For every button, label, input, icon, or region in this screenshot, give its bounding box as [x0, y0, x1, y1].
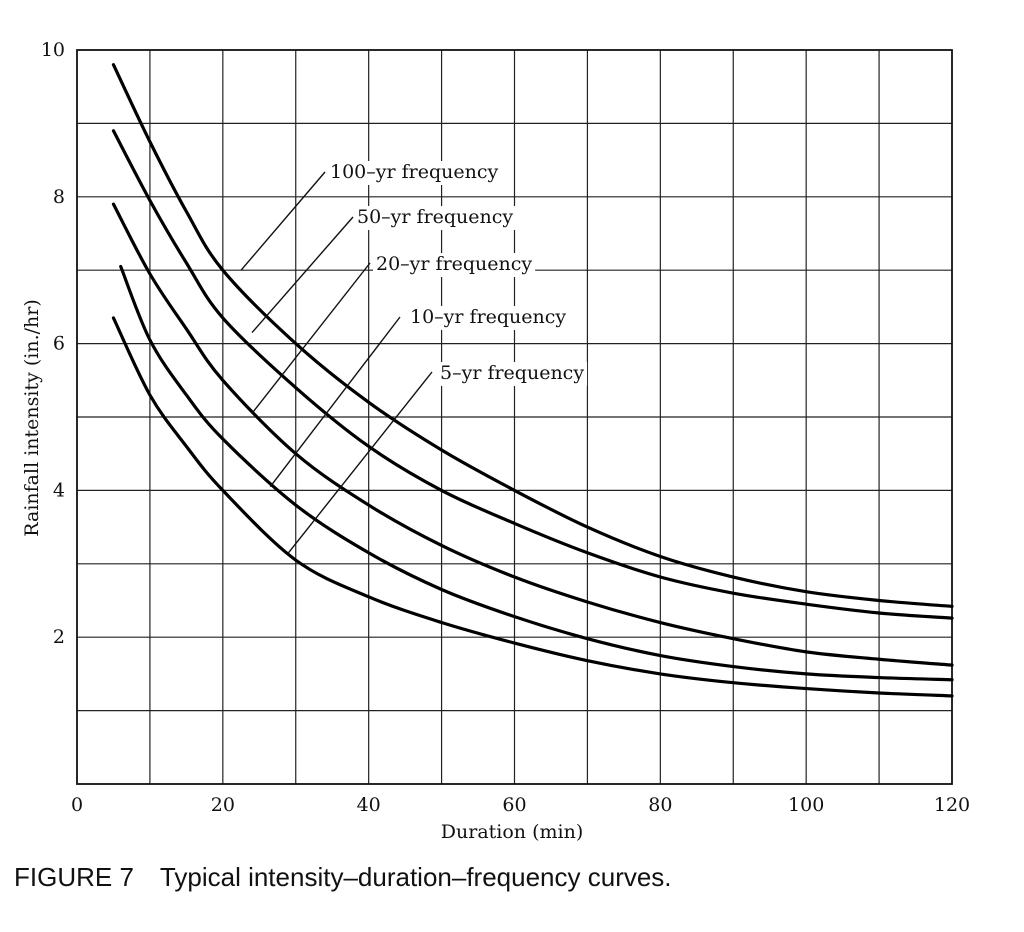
x-tick-label: 120: [934, 794, 970, 816]
curves: [111, 63, 954, 698]
y-axis-label: Rainfall intensity (in./hr): [21, 299, 43, 537]
series-line: [111, 129, 954, 620]
series-label: 10–yr frequency: [410, 306, 566, 328]
series-label-background: [354, 206, 517, 230]
series-line: [111, 316, 954, 698]
x-tick-label: 0: [71, 794, 83, 816]
y-tick-label: 4: [53, 479, 65, 501]
series-line: [111, 202, 954, 667]
series-label: 5–yr frequency: [440, 362, 584, 384]
series-label: 100–yr frequency: [330, 161, 499, 183]
leader-line: [240, 171, 326, 271]
y-tick-label: 2: [53, 626, 65, 648]
series-line: [119, 264, 954, 682]
figure-caption: FIGURE 7 Typical intensity–duration–frequ…: [14, 862, 672, 893]
series-label-background: [373, 253, 536, 277]
series-label-background: [407, 306, 570, 330]
x-axis-label: Duration (min): [441, 821, 583, 843]
x-tick-label: 80: [648, 794, 672, 816]
series-label: 50–yr frequency: [357, 206, 513, 228]
plot-frame: [76, 49, 953, 785]
y-tick-label: 10: [41, 39, 65, 61]
leader-line: [251, 262, 371, 414]
x-tick-label: 60: [502, 794, 526, 816]
figure-caption-text: Typical intensity–duration–frequency cur…: [159, 862, 672, 892]
tick-labels: 0 20 40 60 80 100 120 2 4 6 8 10: [41, 39, 970, 816]
x-tick-label: 20: [211, 794, 235, 816]
series-line: [111, 63, 954, 608]
leader-lines: [240, 171, 433, 554]
leader-line: [287, 371, 433, 554]
series-labels: 100–yr frequency 50–yr frequency 20–yr fre…: [327, 161, 588, 386]
series-label-background: [437, 362, 588, 386]
series-label-background: [327, 161, 502, 185]
y-tick-label: 8: [53, 186, 65, 208]
idf-chart: 100–yr frequency 50–yr frequency 20–yr fre…: [21, 39, 970, 843]
leader-line: [251, 216, 354, 334]
x-tick-label: 40: [357, 794, 381, 816]
figure-number: FIGURE 7: [14, 862, 134, 892]
y-tick-label: 6: [53, 333, 65, 355]
series-label: 20–yr frequency: [376, 253, 532, 275]
x-tick-label: 100: [788, 794, 824, 816]
leader-line: [269, 316, 401, 488]
